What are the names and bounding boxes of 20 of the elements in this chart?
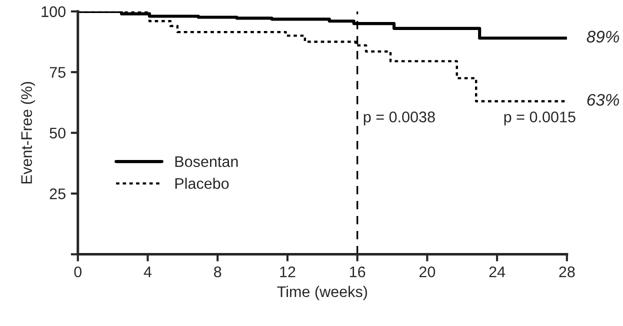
x-tick-label: 8 xyxy=(214,266,222,278)
x-tick-label: 0 xyxy=(74,266,82,278)
x-tick-label: 4 xyxy=(144,266,152,278)
y-tick-label: 25 xyxy=(50,188,66,200)
x-tick-label: 28 xyxy=(559,266,575,278)
y-tick-label: 100 xyxy=(42,6,66,18)
legend-label: Placebo xyxy=(175,178,229,189)
text: 63% xyxy=(587,94,620,106)
x-tick-label: 24 xyxy=(489,266,506,278)
x-tick-label: 16 xyxy=(350,266,366,278)
y-tick-label: 75 xyxy=(50,67,66,78)
x-axis-title: Time (weeks) xyxy=(277,286,368,300)
text: 89% xyxy=(586,30,620,43)
annotation: p = 0.0015 xyxy=(504,112,576,126)
y-axis-title: Event-Free (%) xyxy=(20,82,36,184)
annotation: p = 0.0038 xyxy=(364,112,435,126)
y-tick-label: 50 xyxy=(50,128,66,139)
legend-label: Bosentan xyxy=(175,156,238,168)
x-tick-label: 20 xyxy=(419,266,436,278)
x-tick-label: 12 xyxy=(280,266,296,278)
